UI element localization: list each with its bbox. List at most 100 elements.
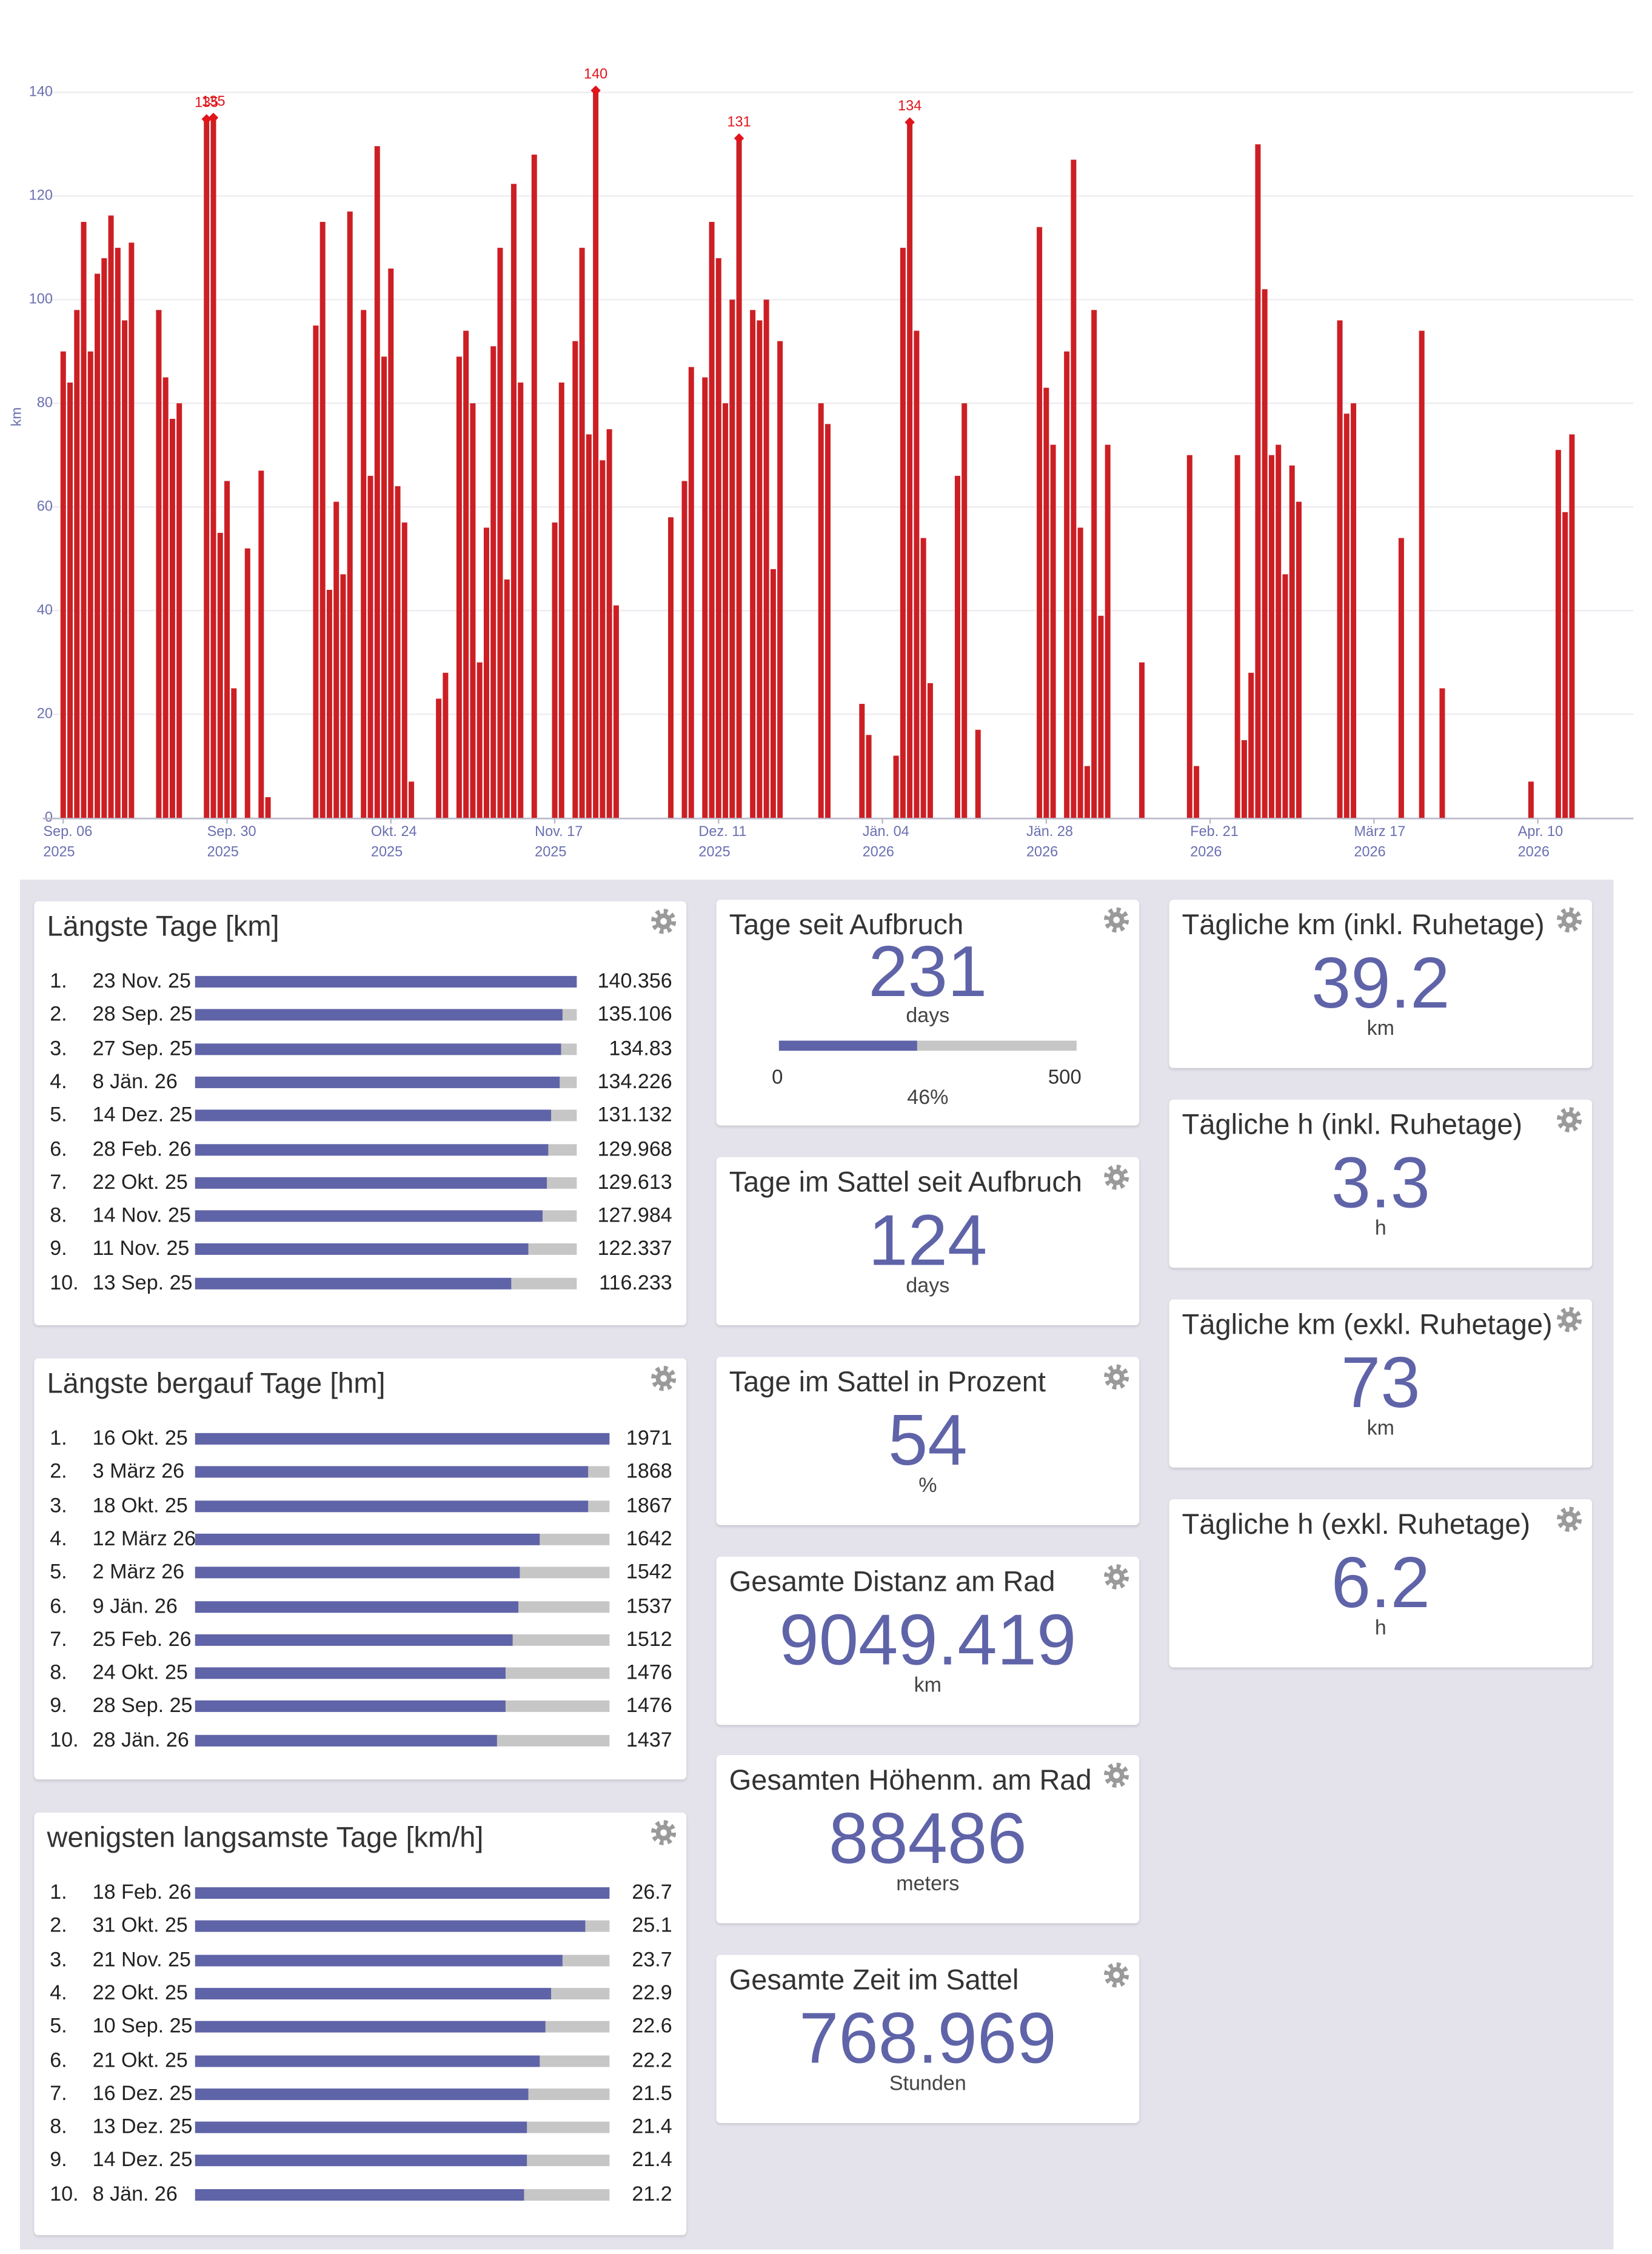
- bar-fill: [195, 1701, 506, 1713]
- bar: [1248, 672, 1254, 818]
- date: 10 Sep. 25: [92, 2015, 193, 2039]
- rank: 2.: [50, 1460, 67, 1484]
- bar-track: [195, 1500, 610, 1512]
- bar: [108, 215, 114, 818]
- settings-gear[interactable]: [649, 1364, 678, 1393]
- settings-gear[interactable]: [1102, 1363, 1131, 1391]
- bar-track: [195, 1634, 610, 1646]
- bar: [1050, 444, 1056, 818]
- bar-fill: [195, 1887, 610, 1899]
- bar: [1555, 450, 1561, 818]
- bar: [920, 538, 926, 818]
- date: 12 März 26: [92, 1528, 196, 1551]
- x-tick-year: 2026: [1354, 844, 1385, 860]
- x-tick-year: 2026: [1190, 844, 1222, 860]
- settings-gear[interactable]: [1102, 1961, 1131, 1989]
- card-title: Tage im Sattel in Prozent: [729, 1366, 1046, 1399]
- rank: 7.: [50, 2082, 67, 2106]
- date: 27 Sep. 25: [92, 1037, 193, 1060]
- peak-marker: [590, 85, 601, 96]
- x-tick-label: Apr. 10: [1518, 824, 1563, 840]
- settings-gear[interactable]: [1555, 1505, 1583, 1533]
- date: 16 Okt. 25: [92, 1427, 188, 1451]
- date: 3 März 26: [92, 1460, 185, 1484]
- bar: [231, 688, 237, 818]
- bar-fill: [195, 2055, 540, 2067]
- bar: [572, 341, 578, 818]
- bar: [914, 330, 920, 818]
- bar-fill: [195, 1533, 541, 1545]
- settings-gear[interactable]: [649, 1818, 678, 1847]
- bar: [115, 247, 121, 818]
- bar: [87, 351, 93, 818]
- rank: 1.: [50, 1881, 67, 1905]
- settings-gear[interactable]: [1102, 1761, 1131, 1789]
- settings-gear[interactable]: [1555, 906, 1583, 934]
- settings-gear[interactable]: [1102, 1163, 1131, 1191]
- date: 11 Nov. 25: [92, 1238, 190, 1262]
- bar-fill: [195, 975, 577, 988]
- bar: [729, 299, 735, 818]
- y-tick-label: 100: [29, 291, 53, 307]
- bar: [1139, 662, 1145, 818]
- settings-gear[interactable]: [1555, 1305, 1583, 1334]
- settings-gear[interactable]: [1555, 1105, 1583, 1134]
- y-tick-label: 120: [29, 187, 53, 203]
- bar: [579, 247, 585, 818]
- bar-fill: [195, 2189, 524, 2201]
- stat-value: 124: [868, 1200, 988, 1281]
- settings-gear[interactable]: [1102, 906, 1131, 934]
- x-tick-label: Sep. 06: [43, 824, 92, 840]
- bar-track: [195, 1210, 577, 1222]
- bar: [367, 475, 373, 818]
- bar: [409, 781, 415, 818]
- rank: 2.: [50, 1915, 67, 1938]
- stat-value: 54: [888, 1400, 968, 1481]
- gear-teeth: [1104, 1364, 1129, 1390]
- list-card: Längste Tage [km] 1. 23 Nov. 25 140.356 2. 28…: [34, 901, 687, 1326]
- gear-teeth: [1104, 1165, 1129, 1190]
- bar-track: [195, 1987, 610, 1999]
- bar-fill: [195, 2021, 546, 2033]
- stat-unit: km: [914, 1674, 942, 1698]
- card-title: Tägliche h (exkl. Ruhetage): [1182, 1509, 1531, 1541]
- rank: 7.: [50, 1628, 67, 1651]
- rank: 3.: [50, 1494, 67, 1517]
- bar: [510, 184, 517, 818]
- rank: 8.: [50, 1662, 67, 1685]
- value: 116.233: [599, 1271, 672, 1295]
- card-title: Längste Tage [km]: [47, 911, 279, 943]
- bar-track: [195, 2088, 610, 2100]
- bar: [715, 258, 721, 818]
- bar: [893, 755, 899, 818]
- settings-gear[interactable]: [649, 907, 678, 935]
- value: 25.1: [632, 1915, 672, 1938]
- rank: 5.: [50, 1104, 67, 1128]
- value: 1537: [626, 1594, 672, 1618]
- rank: 4.: [50, 1982, 67, 2005]
- card-title: Gesamten Höhenm. am Rad: [729, 1765, 1092, 1797]
- bar: [1268, 455, 1274, 818]
- value: 1437: [626, 1728, 672, 1752]
- bar: [210, 118, 216, 818]
- value: 22.6: [632, 2015, 672, 2039]
- bar: [1262, 289, 1268, 818]
- gear-hole: [1566, 1316, 1573, 1323]
- bar: [824, 424, 831, 818]
- date: 28 Sep. 25: [92, 1695, 193, 1719]
- bar: [1241, 740, 1247, 818]
- gear-hole: [1113, 1771, 1120, 1779]
- date: 9 Jän. 26: [92, 1594, 178, 1618]
- bar: [750, 310, 756, 818]
- bar: [859, 704, 865, 818]
- bar: [600, 460, 606, 818]
- stat-card: Gesamte Distanz am Rad 9049.419 km: [716, 1556, 1140, 1725]
- settings-gear[interactable]: [1102, 1562, 1131, 1591]
- value: 131.132: [597, 1104, 672, 1128]
- bar: [162, 377, 169, 818]
- date: 14 Dez. 25: [92, 1104, 193, 1128]
- bar: [401, 522, 407, 818]
- gear-teeth: [1557, 1507, 1582, 1532]
- bar: [593, 90, 599, 818]
- value-label: 131: [727, 114, 751, 130]
